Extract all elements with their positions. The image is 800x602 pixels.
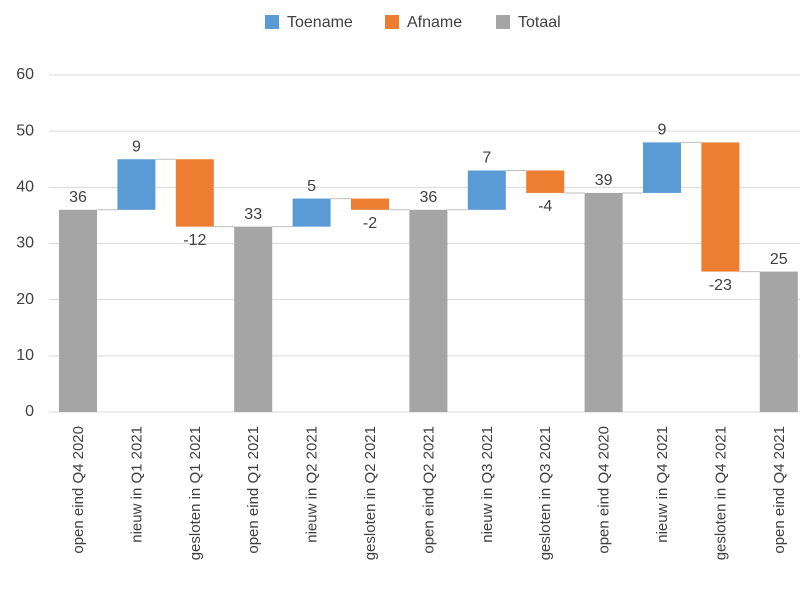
- data-label: 9: [658, 122, 667, 139]
- bar: [526, 170, 565, 193]
- bar: [701, 142, 740, 272]
- data-label: -4: [538, 198, 552, 215]
- data-label: -2: [363, 215, 377, 232]
- y-tick-label: 20: [16, 291, 34, 308]
- bar: [351, 198, 389, 210]
- legend-label: Toename: [287, 14, 353, 31]
- legend-swatch: [496, 15, 510, 29]
- legend-swatch: [385, 15, 399, 29]
- data-label: -12: [183, 232, 206, 249]
- x-tick-label: open eind Q4 2021: [771, 426, 788, 554]
- x-tick-label: open eind Q4 2020: [596, 426, 613, 554]
- bar: [292, 198, 331, 227]
- data-label: 36: [420, 189, 438, 206]
- y-tick-label: 40: [16, 179, 34, 196]
- x-tick-label: nieuw in Q1 2021: [128, 426, 145, 543]
- bar: [117, 159, 156, 210]
- x-tick-label: gesloten in Q2 2021: [362, 426, 379, 560]
- data-label: 5: [307, 178, 316, 195]
- y-tick-label: 30: [16, 235, 34, 252]
- data-label: 25: [770, 251, 788, 268]
- data-label: 39: [595, 172, 613, 189]
- bar: [409, 209, 448, 412]
- x-tick-label: gesloten in Q4 2021: [712, 426, 729, 560]
- data-label: 9: [132, 138, 141, 155]
- y-tick-label: 0: [25, 403, 34, 420]
- x-tick-label: open eind Q4 2020: [70, 426, 87, 554]
- legend-label: Totaal: [518, 14, 561, 31]
- data-label: 36: [69, 189, 87, 206]
- x-tick-label: nieuw in Q2 2021: [304, 426, 321, 543]
- y-tick-label: 10: [16, 347, 34, 364]
- bar: [59, 209, 97, 412]
- bar: [584, 192, 623, 412]
- bar: [467, 170, 506, 210]
- x-tick-label: nieuw in Q3 2021: [479, 426, 496, 543]
- data-label: 7: [482, 150, 491, 167]
- x-tick-label: open eind Q2 2021: [420, 426, 437, 554]
- bar: [759, 271, 798, 412]
- bar: [175, 159, 214, 227]
- x-tick-label: open eind Q1 2021: [245, 426, 262, 554]
- x-tick-label: nieuw in Q4 2021: [654, 426, 671, 543]
- data-label: 33: [244, 206, 262, 223]
- y-tick-label: 50: [16, 122, 34, 139]
- data-label: -23: [709, 277, 732, 294]
- x-tick-label: gesloten in Q1 2021: [187, 426, 204, 560]
- x-tick-label: gesloten in Q3 2021: [537, 426, 554, 560]
- bar: [234, 226, 273, 412]
- bar: [643, 142, 681, 193]
- legend-label: Afname: [407, 14, 462, 31]
- legend-swatch: [265, 15, 279, 29]
- y-tick-label: 60: [16, 66, 34, 83]
